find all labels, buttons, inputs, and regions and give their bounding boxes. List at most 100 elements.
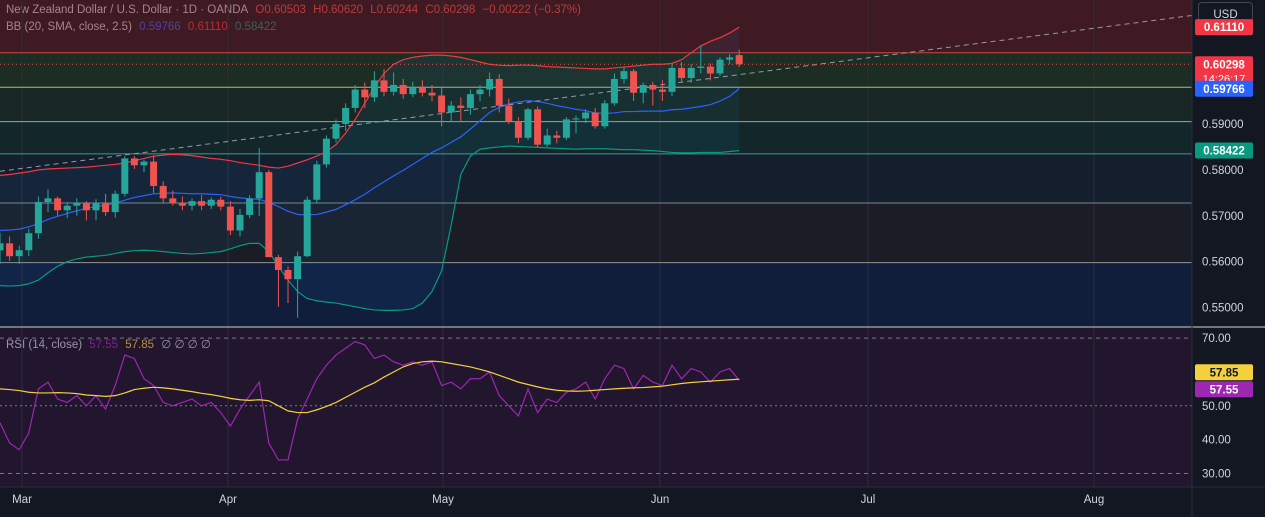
bb-lower-value: 0.58422 <box>235 21 277 33</box>
candle-body <box>466 94 474 108</box>
change-value: −0.00222 (−0.37%) <box>482 4 580 16</box>
candle-body <box>687 67 695 79</box>
trend-line <box>0 14 1193 172</box>
candle-body <box>514 121 522 138</box>
candle-body <box>102 202 110 213</box>
candle-body <box>495 78 503 106</box>
candle-body <box>169 198 177 203</box>
rsi-ma-value: 57.85 <box>125 339 154 351</box>
candle-body <box>639 84 647 93</box>
candle-body <box>25 233 33 251</box>
candle-body <box>486 78 494 90</box>
bb-lower-badge: 0.58422 <box>1203 146 1245 158</box>
candle-body <box>649 84 657 90</box>
rsi-tick-label: 30.00 <box>1202 468 1231 480</box>
candle-body <box>198 201 206 206</box>
candle-body <box>601 103 609 127</box>
price-tick-label: 0.57000 <box>1202 211 1244 223</box>
candle-body <box>0 243 4 251</box>
high-value: H0.60620 <box>313 4 363 16</box>
candle-body <box>188 201 196 206</box>
candle-body <box>44 198 52 203</box>
candle-body <box>342 107 350 124</box>
candle-body <box>82 202 90 211</box>
candle-body <box>658 89 666 92</box>
symbol-title: New Zealand Dollar / U.S. Dollar · 1D · … <box>6 4 248 16</box>
low-value: L0.60244 <box>370 4 418 16</box>
candle-body <box>610 78 618 104</box>
bb-basis-line <box>0 88 740 232</box>
time-tick-label: Mar <box>12 494 32 506</box>
candle-body <box>380 80 388 92</box>
candle-body <box>620 71 628 79</box>
rsi-extra-values: ∅ ∅ ∅ ∅ <box>161 339 211 351</box>
rsi-tick-label: 70.00 <box>1202 333 1231 345</box>
candle-body <box>553 135 561 138</box>
rsi-ma-line <box>0 360 740 414</box>
candle-body <box>390 84 398 92</box>
candle-body <box>246 198 254 215</box>
candle-body <box>34 202 42 234</box>
candle-body <box>630 71 638 93</box>
candle-body <box>111 193 119 213</box>
bb-lower-line <box>0 145 740 311</box>
zone-fill <box>0 202 1192 263</box>
candle-body <box>73 202 81 206</box>
rsi-ma-badge-bg <box>1195 364 1253 381</box>
close-value: C0.60298 <box>425 4 475 16</box>
zone-fill <box>0 0 1192 53</box>
bb-legend: BB (20, SMA, close, 2.5) 0.59766 0.61110… <box>6 21 281 33</box>
candle-body <box>476 89 484 95</box>
candle-body <box>255 172 263 199</box>
price-tick-label: 0.55000 <box>1202 303 1244 315</box>
bb-label: BB (20, SMA, close, 2.5) <box>6 21 132 33</box>
candle-body <box>697 66 705 68</box>
time-tick-label: Apr <box>219 494 237 506</box>
candle-body <box>505 105 513 122</box>
candle-body <box>582 112 590 119</box>
bb-basis-value: 0.59766 <box>139 21 181 33</box>
candle-body <box>572 118 580 120</box>
candle-body <box>543 135 551 145</box>
open-value: O0.60503 <box>255 4 306 16</box>
candle-body <box>130 158 138 166</box>
candle-body <box>150 161 158 186</box>
candle-body <box>15 250 23 257</box>
candle-body <box>322 138 330 165</box>
candle-body <box>178 202 186 206</box>
bb-upper-badge: 0.61110 <box>1204 22 1244 34</box>
candle-body <box>438 95 446 113</box>
rsi-value: 57.55 <box>89 339 118 351</box>
candle-body <box>121 158 129 194</box>
rsi-pane-background <box>0 328 1192 487</box>
candle-body <box>399 84 407 95</box>
candle-body <box>370 80 378 98</box>
candle-body <box>457 105 465 108</box>
candle-body <box>726 57 734 60</box>
time-tick-label: Jun <box>651 494 670 506</box>
candle-body <box>418 87 426 93</box>
candle-body <box>668 67 676 92</box>
candle-body <box>217 199 225 207</box>
candle-body <box>706 66 714 74</box>
rsi-legend: RSI (14, close) 57.55 57.85 ∅ ∅ ∅ ∅ <box>6 337 215 351</box>
candle-body <box>63 205 71 211</box>
bb-lower-badge-bg <box>1195 142 1253 159</box>
rsi-line <box>0 340 740 461</box>
bb-upper-value: 0.61110 <box>188 21 228 33</box>
candle-body <box>591 112 599 127</box>
rsi-tick-label: 50.00 <box>1202 401 1231 413</box>
candle-body <box>716 59 724 74</box>
candle-body <box>313 164 321 200</box>
price-tick-label: 0.56000 <box>1202 257 1244 269</box>
candle-body <box>332 123 340 139</box>
zone-fill <box>0 153 1192 203</box>
candle-body <box>534 109 542 145</box>
rsi-tick-label: 40.00 <box>1202 435 1231 447</box>
time-tick-label: May <box>432 494 454 506</box>
zone-fill <box>0 52 1192 88</box>
candle-body <box>303 199 311 257</box>
rsi-badge: 57.55 <box>1210 384 1239 396</box>
candle-body <box>159 185 167 199</box>
